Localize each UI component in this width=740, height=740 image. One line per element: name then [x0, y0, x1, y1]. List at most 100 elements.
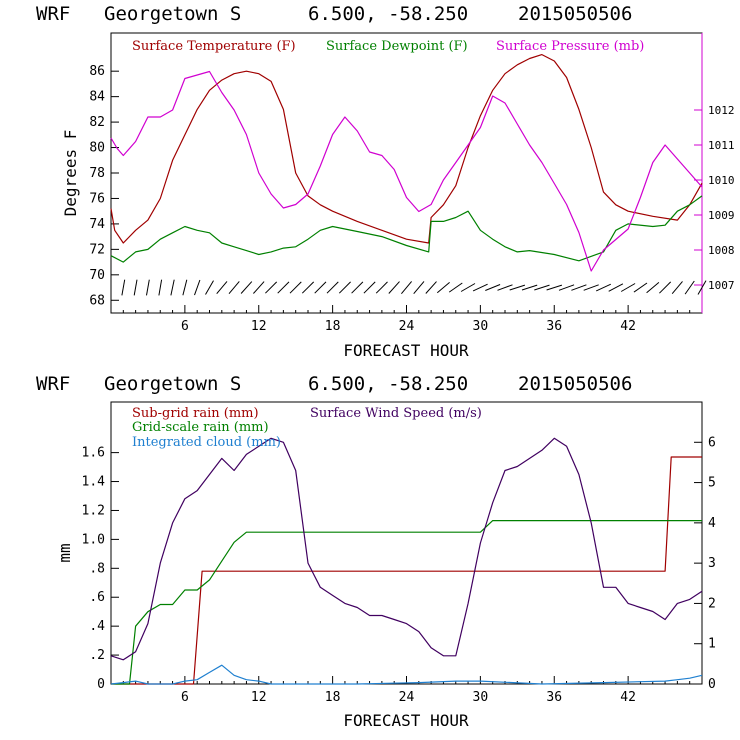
top-legend-temperature: Surface Temperature (F) — [132, 39, 296, 54]
wind-barb — [633, 282, 648, 293]
bottom-x-tick-label: 12 — [251, 690, 267, 705]
top-ylabel: Degrees F — [61, 130, 80, 217]
wind-barb — [509, 284, 526, 291]
top-x-tick-label: 30 — [473, 319, 489, 334]
top-plot-frame — [110, 32, 703, 314]
wind-barb — [546, 284, 563, 291]
wind-barb — [659, 281, 672, 294]
bottom-legend-windspeed: Surface Wind Speed (m/s) — [310, 406, 482, 421]
bottom-series-line-3 — [110, 437, 703, 661]
top-header-run: 2015050506 — [518, 3, 632, 25]
top-xlabel: FORECAST HOUR — [343, 341, 469, 360]
wind-barb — [338, 281, 351, 294]
wind-barb — [436, 282, 450, 294]
wind-barb — [388, 281, 400, 294]
top-y-tick-label: 76 — [89, 191, 105, 206]
bottom-y2-tick-label: 6 — [708, 435, 716, 450]
top-y-tick-label: 74 — [89, 217, 105, 232]
wind-barb — [620, 283, 636, 292]
wind-barb — [121, 279, 126, 296]
top-y2-tick-label: 1009 — [708, 209, 735, 222]
wind-barb — [277, 281, 290, 294]
wind-barb — [583, 284, 599, 291]
wind-barb — [671, 281, 683, 295]
top-header-station: Georgetown S — [104, 3, 241, 25]
bottom-y2-tick-label: 5 — [708, 476, 716, 491]
bottom-y-tick-label: 0 — [97, 677, 105, 692]
wind-barb — [497, 284, 513, 291]
top-x-tick-label: 24 — [399, 319, 415, 334]
wind-barb — [194, 279, 201, 296]
wind-barb — [595, 283, 612, 292]
bottom-y-tick-label: 1.2 — [82, 503, 105, 518]
wind-barb — [170, 279, 175, 296]
bottom-series-line-0 — [111, 456, 702, 685]
bottom-y-tick-label: .2 — [89, 648, 105, 663]
top-y-tick-label: 68 — [89, 293, 105, 308]
bottom-series-line-1 — [111, 519, 702, 685]
bottom-y2-tick-label: 3 — [708, 556, 716, 571]
bottom-legend-cloud: Integrated cloud (mm) — [132, 435, 281, 450]
bottom-y2-tick-label: 1 — [708, 637, 716, 652]
bottom-panel: WRF Georgetown S 6.500, -58.250 20150505… — [36, 373, 716, 730]
top-x-tick-label: 6 — [181, 319, 189, 334]
bottom-ylabel: mm — [55, 543, 74, 562]
top-y-tick-label: 72 — [89, 242, 105, 257]
bottom-y-tick-label: .8 — [89, 561, 105, 576]
bottom-legend-subgrid: Sub-grid rain (mm) — [132, 406, 259, 421]
wind-barb — [521, 284, 538, 291]
top-y-tick-label: 70 — [89, 268, 105, 283]
top-series-line-1 — [110, 195, 703, 263]
wind-barb — [558, 284, 575, 291]
top-y-tick-label: 80 — [89, 141, 105, 156]
wind-barb — [265, 281, 278, 294]
bottom-y-tick-label: 1.4 — [82, 475, 106, 490]
bottom-y2-tick-label: 0 — [708, 677, 716, 692]
bottom-y2-tick-label: 4 — [708, 516, 716, 531]
bottom-header-run: 2015050506 — [518, 373, 632, 395]
bottom-x-tick-label: 18 — [325, 690, 341, 705]
top-x-tick-label: 12 — [251, 319, 267, 334]
bottom-header-model: WRF — [36, 373, 70, 395]
bottom-x-tick-label: 6 — [181, 690, 189, 705]
top-header-model: WRF — [36, 3, 70, 25]
top-panel: WRF Georgetown S 6.500, -58.250 20150505… — [36, 3, 735, 360]
bottom-x-tick-label: 30 — [473, 690, 489, 705]
bottom-y-tick-label: 1.0 — [82, 532, 105, 547]
top-y-tick-label: 84 — [89, 90, 105, 105]
top-y-tick-label: 78 — [89, 166, 105, 181]
bottom-xlabel: FORECAST HOUR — [343, 711, 469, 730]
bottom-x-tick-label: 42 — [620, 690, 636, 705]
wind-barb — [608, 283, 624, 292]
bottom-x-tick-label: 24 — [399, 690, 415, 705]
wind-barb — [401, 281, 412, 295]
bottom-legend-gridscale: Grid-scale rain (mm) — [132, 420, 269, 435]
wind-barb — [363, 281, 376, 294]
wind-barb — [534, 284, 550, 291]
wind-barb — [425, 281, 437, 294]
bottom-y-tick-label: 1.6 — [82, 446, 105, 461]
wind-barb — [448, 282, 463, 293]
wind-barb — [314, 281, 327, 294]
top-y-tick-label: 86 — [89, 64, 105, 79]
top-y2-tick-label: 1008 — [708, 244, 735, 257]
bottom-header-station: Georgetown S — [104, 373, 241, 395]
wind-barb — [182, 279, 188, 296]
top-x-tick-label: 36 — [546, 319, 562, 334]
wind-barb — [133, 279, 138, 296]
top-x-tick-label: 42 — [620, 319, 636, 334]
top-y2-tick-label: 1011 — [708, 139, 735, 152]
wind-barb — [326, 281, 339, 294]
wind-barb — [228, 281, 240, 295]
bottom-x-tick-label: 36 — [546, 690, 562, 705]
wind-barb — [684, 280, 695, 295]
wind-barb — [646, 282, 660, 294]
wind-barb — [253, 281, 265, 294]
wind-barb — [301, 281, 315, 294]
wind-barb — [240, 281, 253, 294]
bottom-header-coords: 6.500, -58.250 — [308, 373, 468, 395]
wind-barb — [158, 279, 163, 296]
wind-barb — [216, 281, 228, 295]
wind-barb — [697, 280, 707, 295]
